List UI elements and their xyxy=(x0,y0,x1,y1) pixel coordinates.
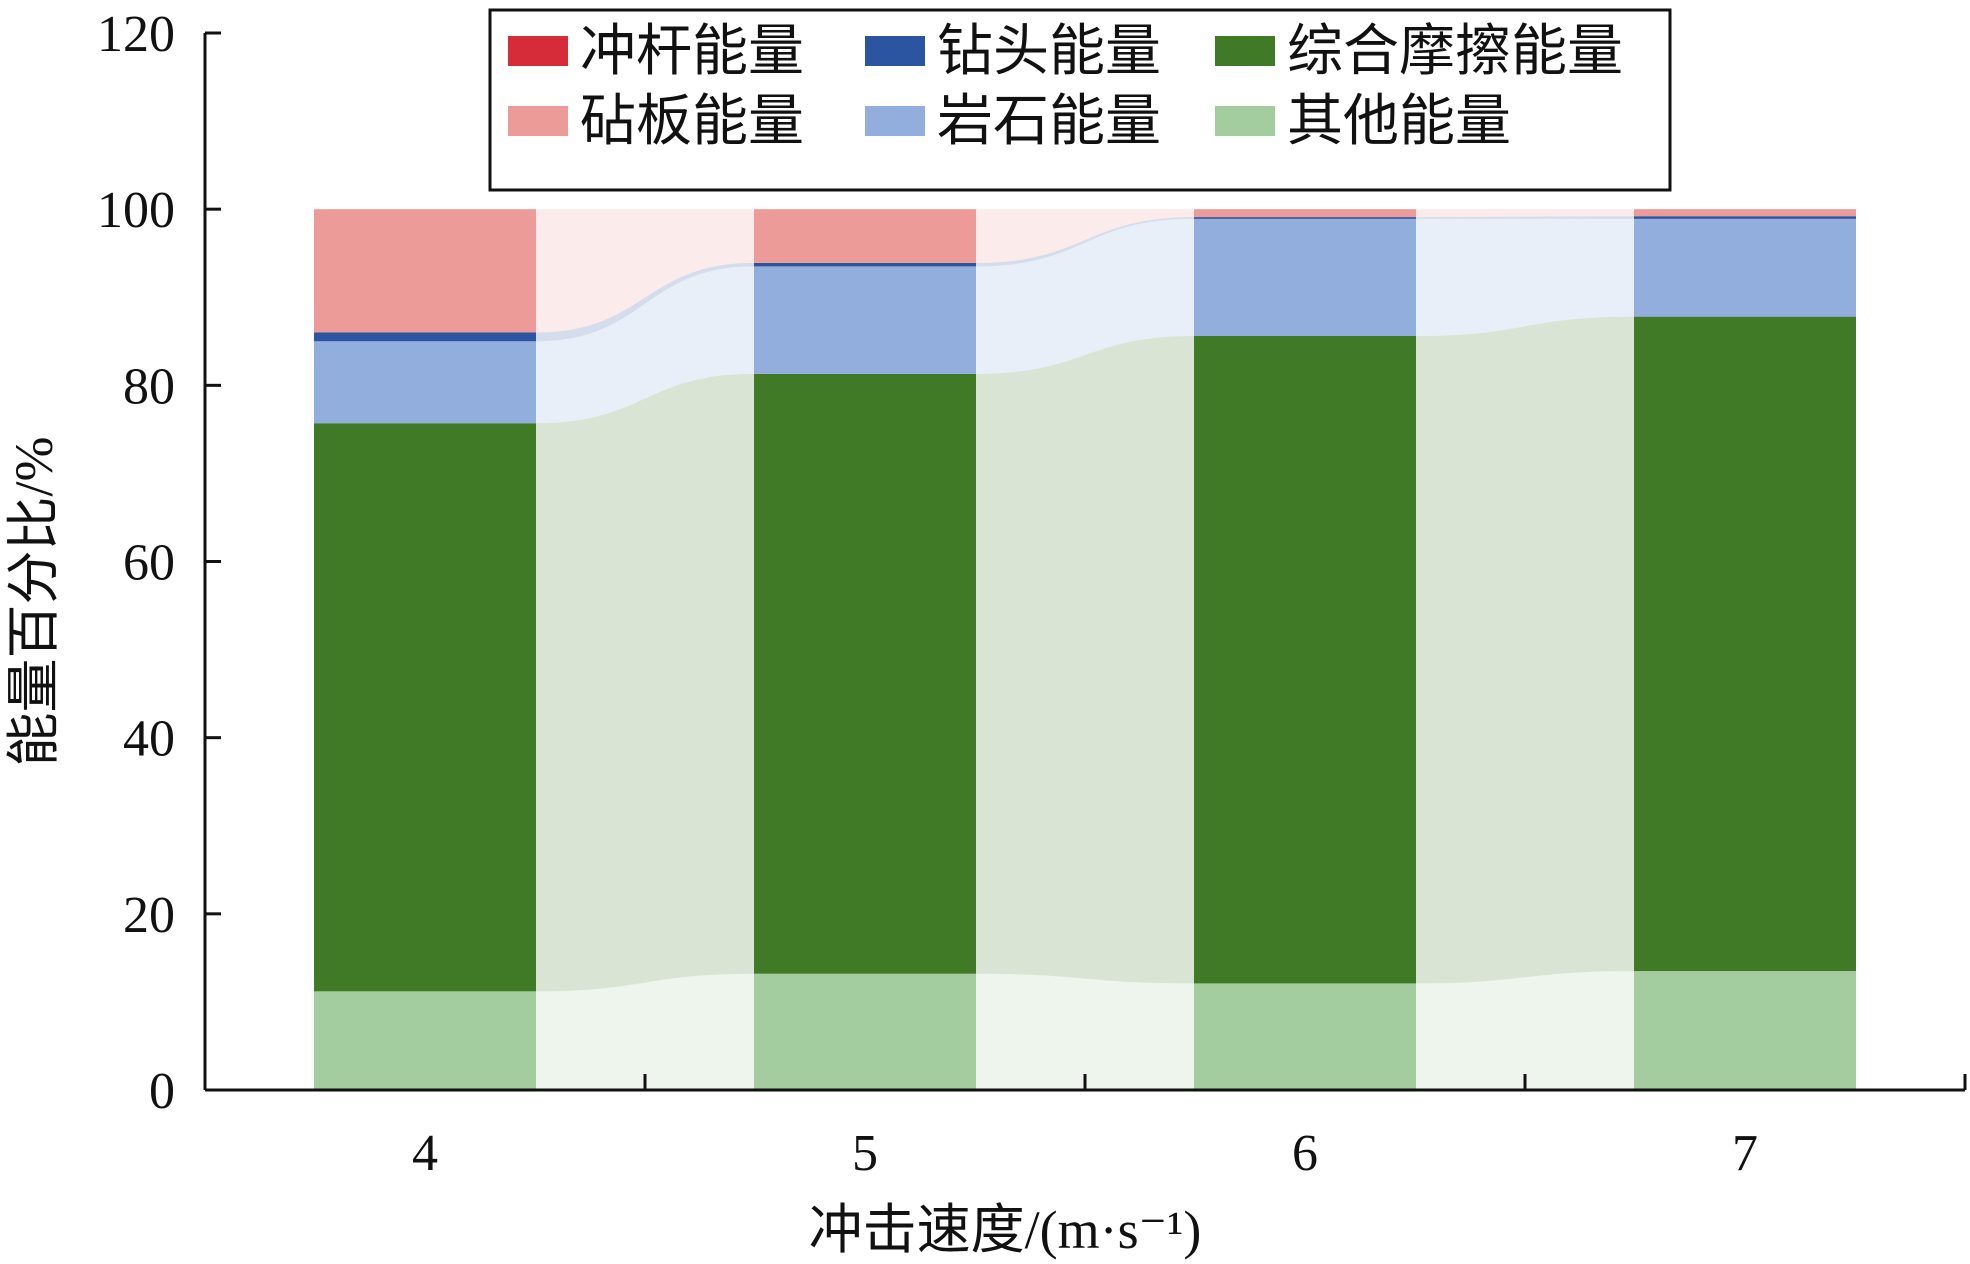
x-axis-title: 冲击速度/(m·s⁻¹) xyxy=(809,1200,1202,1260)
flow-band xyxy=(976,336,1194,984)
legend-swatch xyxy=(865,36,925,66)
x-ticks: 4 5 6 7 xyxy=(412,1074,1967,1182)
bar-segment xyxy=(1194,209,1416,218)
x-tick-label: 7 xyxy=(1732,1125,1758,1182)
legend-label: 钻头能量 xyxy=(937,21,1161,83)
bar-segment xyxy=(314,991,536,1090)
y-tick-label: 20 xyxy=(123,887,175,944)
flow-band xyxy=(976,973,1194,1090)
bar-segment xyxy=(314,341,536,424)
y-axis-title: 能量百分比/% xyxy=(4,437,64,767)
bar-segment xyxy=(754,262,976,267)
bar-segment xyxy=(1634,316,1856,972)
flow-band xyxy=(1416,216,1634,219)
flow-band xyxy=(536,262,754,342)
flow-band xyxy=(536,373,754,992)
flow-band xyxy=(536,266,754,424)
legend-label: 岩石能量 xyxy=(937,91,1161,153)
legend-swatch xyxy=(508,106,568,136)
legend-swatch xyxy=(865,106,925,136)
y-ticks: 0 20 40 60 80 100 120 xyxy=(97,6,221,1120)
bar-segment xyxy=(1194,336,1416,984)
bar-segment xyxy=(1634,209,1856,217)
bar-segment xyxy=(314,332,536,342)
bar-segment xyxy=(754,209,976,263)
flow-bands xyxy=(536,209,1634,1090)
bar-segment xyxy=(1634,971,1856,1090)
flow-band xyxy=(1416,316,1634,984)
legend-swatch xyxy=(1215,106,1275,136)
flow-band xyxy=(536,209,754,333)
bar-segment xyxy=(314,423,536,992)
bar-segment xyxy=(754,973,976,1090)
legend-label: 砧板能量 xyxy=(580,91,804,153)
flow-band xyxy=(976,217,1194,267)
y-tick-label: 120 xyxy=(97,6,175,63)
y-tick-label: 80 xyxy=(123,358,175,415)
x-tick-label: 4 xyxy=(412,1125,438,1182)
x-tick-label: 6 xyxy=(1292,1125,1318,1182)
flow-band xyxy=(1416,209,1634,218)
flow-band xyxy=(976,209,1194,263)
flow-band xyxy=(536,973,754,1090)
y-tick-label: 40 xyxy=(123,711,175,768)
legend-label: 其他能量 xyxy=(1287,91,1511,153)
flow-band xyxy=(976,218,1194,374)
y-tick-label: 0 xyxy=(149,1063,175,1120)
legend-label: 综合摩擦能量 xyxy=(1287,21,1623,83)
bar-segment xyxy=(1634,216,1856,219)
legend-swatch xyxy=(508,36,568,66)
legend-box xyxy=(488,8,1672,192)
bar-segment xyxy=(754,266,976,374)
stacked-bars xyxy=(314,209,1856,1090)
bar-segment xyxy=(314,209,536,333)
y-tick-label: 100 xyxy=(97,182,175,239)
flow-band xyxy=(1416,971,1634,1090)
bar-segment xyxy=(1634,218,1856,317)
legend-label: 冲杆能量 xyxy=(580,21,804,83)
legend-swatch xyxy=(1215,36,1275,66)
x-tick-label: 5 xyxy=(852,1125,878,1182)
y-tick-label: 60 xyxy=(123,535,175,592)
flow-band xyxy=(1416,218,1634,337)
bar-segment xyxy=(1194,217,1416,219)
bar-segment xyxy=(754,373,976,974)
bar-segment xyxy=(1194,218,1416,337)
bar-segment xyxy=(1194,983,1416,1090)
